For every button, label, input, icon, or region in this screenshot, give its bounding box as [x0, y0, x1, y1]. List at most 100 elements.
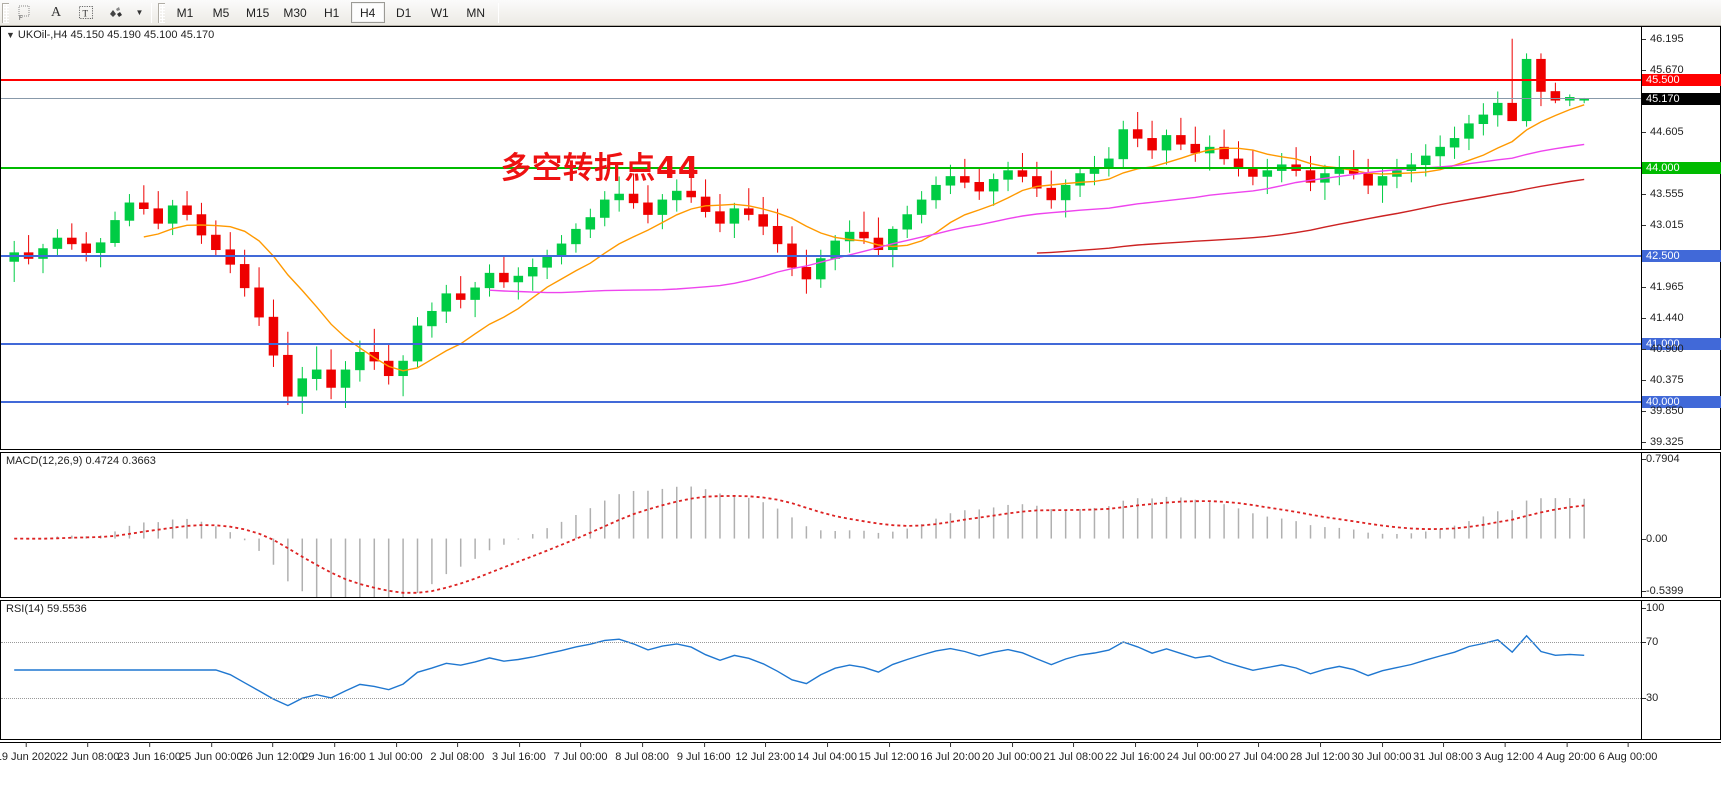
time-tick: 20 Jul 00:00 [981, 742, 1042, 763]
price-tick-40-900: 40.900 [1642, 343, 1684, 355]
rsi-series [14, 634, 1585, 707]
macd-plot[interactable] [1, 453, 1641, 597]
rsi-pane[interactable]: 100 70 30 RSI(14) 59.5536 [0, 600, 1721, 740]
resistance-45500[interactable] [1, 78, 1641, 81]
time-tick: 3 Jul 16:00 [492, 742, 546, 763]
svg-text:T: T [82, 8, 88, 18]
time-tick: 14 Jul 04:00 [797, 742, 857, 763]
macd-tick-000: 0.00 [1642, 533, 1667, 545]
price-level-label-44-000: 44.000 [1642, 161, 1721, 174]
time-tick: 31 Jul 08:00 [1413, 742, 1474, 763]
price-tick-39-325: 39.325 [1642, 436, 1684, 448]
price-level-label-45-500: 45.500 [1642, 73, 1721, 86]
time-tick: 1 Jul 00:00 [368, 742, 423, 763]
time-tick: 15 Jul 12:00 [858, 742, 919, 763]
toolbar-separator [151, 2, 152, 23]
time-tick: 22 Jul 16:00 [1105, 742, 1166, 763]
price-tick-41-965: 41.965 [1642, 281, 1684, 293]
time-tick: 28 Jul 12:00 [1289, 742, 1350, 763]
crosshair-grid-icon[interactable]: F [12, 2, 40, 24]
macd-indicator-label: MACD(12,26,9) 0.4724 0.3663 [5, 455, 157, 467]
time-tick: 24 Jul 00:00 [1166, 742, 1227, 763]
symbol-header[interactable]: ▼ UKOil-,H4 45.150 45.190 45.100 45.170 [5, 29, 216, 41]
price-plot[interactable]: 多空转折点44 [1, 27, 1641, 449]
chart-toolbar: F A T ▼ M1 M5 M15 M30 H1 H4 D1 W1 MN [0, 0, 1721, 26]
price-tick-46-195: 46.195 [1642, 33, 1684, 45]
tf-m15[interactable]: M15 [246, 5, 270, 20]
macd-y-axis[interactable]: 0.7904 0.00 -0.5399 [1641, 453, 1720, 597]
svg-text:F: F [19, 16, 23, 21]
time-tick: 2 Jul 08:00 [430, 742, 485, 763]
pivot-44000[interactable] [1, 166, 1641, 169]
time-tick: 21 Jul 08:00 [1043, 742, 1104, 763]
time-tick: 16 Jul 20:00 [920, 742, 981, 763]
time-tick: 8 Jul 08:00 [615, 742, 670, 763]
text-box-icon[interactable]: T [72, 2, 100, 24]
price-tick-45-670: 45.670 [1642, 64, 1684, 76]
price-tick-44-605: 44.605 [1642, 126, 1684, 138]
support-41000[interactable] [1, 342, 1641, 345]
price-level-label-42-500: 42.500 [1642, 249, 1721, 262]
tf-d1[interactable]: D1 [396, 5, 412, 20]
price-level-label-45-170: 45.170 [1642, 93, 1721, 106]
time-tick: 30 Jul 00:00 [1351, 742, 1412, 763]
price-tick-43-555: 43.555 [1642, 188, 1684, 200]
rsi-tick-30: 30 [1642, 692, 1658, 704]
time-tick: 23 Jun 16:00 [117, 742, 182, 763]
time-tick: 29 Jun 16:00 [302, 742, 366, 763]
price-tick-40-375: 40.375 [1642, 374, 1684, 386]
price-tick-39-850: 39.850 [1642, 405, 1684, 417]
time-tick: 3 Aug 12:00 [1475, 742, 1535, 763]
toolbar-separator-2 [497, 2, 499, 23]
tf-m5[interactable]: M5 [212, 5, 230, 20]
time-axis[interactable]: 19 Jun 2020 22 Jun 08:00 23 Jun 16:00 25 Ju… [0, 742, 1721, 792]
macd-series [14, 486, 1585, 597]
time-tick: 7 Jul 00:00 [553, 742, 608, 763]
time-tick: 27 Jul 04:00 [1228, 742, 1289, 763]
tf-m1[interactable]: M1 [176, 5, 194, 20]
time-tick: 6 Aug 00:00 [1598, 742, 1658, 763]
text-label-icon[interactable]: A [50, 4, 62, 20]
rsi-tick-70: 70 [1642, 636, 1658, 648]
tf-h1[interactable]: H1 [324, 5, 340, 20]
price-pane[interactable]: 多空转折点44 46.195 45.670 45.500 45.170 44.605 44… [0, 26, 1721, 450]
macd-pane[interactable]: 0.7904 0.00 -0.5399 MACD(12,26,9) 0.4724 0… [0, 452, 1721, 598]
tf-h4[interactable]: H4 [350, 2, 385, 23]
toolbar-drag-handle[interactable] [2, 2, 9, 23]
timeframe-group: M1 M5 M15 M30 H1 H4 D1 W1 MN [167, 2, 494, 23]
symbol-dropdown-icon[interactable]: ▼ [6, 30, 15, 40]
support-42500[interactable] [1, 254, 1641, 257]
price-y-axis[interactable]: 46.195 45.670 45.500 45.170 44.605 44.000 43.5… [1641, 27, 1721, 449]
shapes-dropdown-icon[interactable]: ▼ [135, 8, 144, 17]
macd-tick-05399: -0.5399 [1642, 585, 1683, 597]
support-40000[interactable] [1, 401, 1641, 404]
price-tick-43-015: 43.015 [1642, 219, 1684, 231]
rsi-level-70 [1, 642, 1641, 644]
candlestick-series [9, 38, 1589, 414]
time-tick: 26 Jun 12:00 [240, 742, 305, 763]
rsi-indicator-label: RSI(14) 59.5536 [5, 603, 88, 615]
tf-w1[interactable]: W1 [430, 5, 449, 20]
price-tick-41-440: 41.440 [1642, 312, 1684, 324]
price-level-label-41-000: 41.000 [1642, 337, 1721, 350]
time-tick: 25 Jun 00:00 [179, 742, 243, 763]
tf-mn[interactable]: MN [466, 5, 486, 20]
time-tick: 12 Jul 23:00 [735, 742, 796, 763]
shapes-icon[interactable] [102, 2, 130, 24]
rsi-y-axis[interactable]: 100 70 30 [1641, 601, 1720, 739]
time-tick: 9 Jul 16:00 [676, 742, 731, 763]
price-level-label-40-000: 40.000 [1642, 396, 1721, 409]
chart-annotation-text: 多空转折点44 [501, 151, 700, 186]
rsi-tick-100: 100 [1642, 602, 1664, 614]
current-price-45170[interactable] [1, 98, 1641, 100]
time-tick: 4 Aug 20:00 [1537, 742, 1596, 763]
macd-tick-07904: 0.7904 [1642, 453, 1680, 465]
symbol-ohlc-text: UKOil-,H4 45.150 45.190 45.100 45.170 [17, 29, 215, 41]
timeframe-group-handle[interactable] [158, 2, 165, 23]
rsi-level-30 [1, 697, 1641, 699]
time-tick: 22 Jun 08:00 [55, 742, 120, 763]
chart-canvas-area[interactable]: 多空转折点44 46.195 45.670 45.500 45.170 44.605 44… [0, 26, 1721, 792]
tf-m30[interactable]: M30 [283, 5, 307, 20]
rsi-plot[interactable] [1, 601, 1641, 739]
